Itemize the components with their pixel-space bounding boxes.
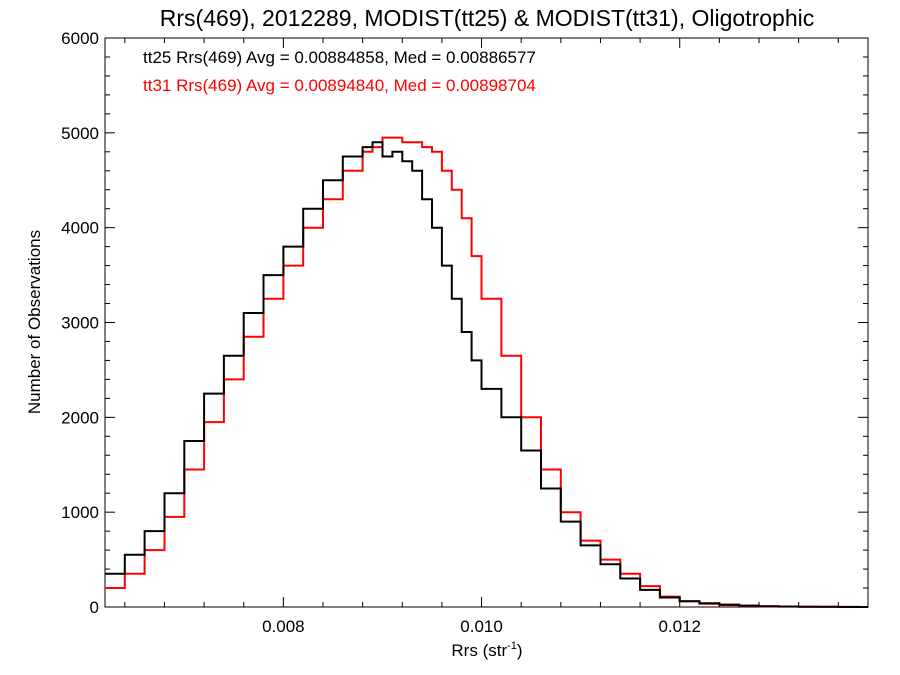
- y-tick-label: 1000: [61, 503, 99, 522]
- series-line-1: [105, 136, 868, 608]
- annotation-1: tt31 Rrs(469) Avg = 0.00894840, Med = 0.…: [143, 76, 536, 95]
- y-tick-label: 5000: [61, 124, 99, 143]
- y-tick-label: 4000: [61, 219, 99, 238]
- series-line-0: [105, 141, 868, 608]
- y-axis: 0 1000 2000 3000 4000 5000 6000: [61, 29, 868, 617]
- x-axis-label-superscript: -1: [507, 640, 517, 652]
- y-tick-label: 2000: [61, 408, 99, 427]
- x-tick-label: 0.010: [460, 617, 503, 636]
- x-axis-label-main: Rrs (str: [451, 641, 507, 660]
- x-axis-label-close: ): [517, 641, 523, 660]
- annotation-0: tt25 Rrs(469) Avg = 0.00884858, Med = 0.…: [143, 48, 536, 67]
- annotations: tt25 Rrs(469) Avg = 0.00884858, Med = 0.…: [143, 48, 536, 95]
- y-tick-label: 3000: [61, 314, 99, 333]
- y-axis-label: Number of Observations: [25, 230, 44, 414]
- y-tick-label: 6000: [61, 29, 99, 48]
- plot-frame: [104, 37, 869, 608]
- series-layer: [105, 136, 868, 608]
- x-axis-label: Rrs (str-1): [451, 640, 522, 660]
- y-tick-label: 0: [90, 598, 99, 617]
- chart-title: Rrs(469), 2012289, MODIST(tt25) & MODIST…: [160, 5, 814, 31]
- plot-border: [104, 37, 869, 608]
- x-axis: 0.008 0.010 0.012: [124, 38, 839, 636]
- x-tick-label: 0.012: [658, 617, 701, 636]
- x-tick-label: 0.008: [262, 617, 305, 636]
